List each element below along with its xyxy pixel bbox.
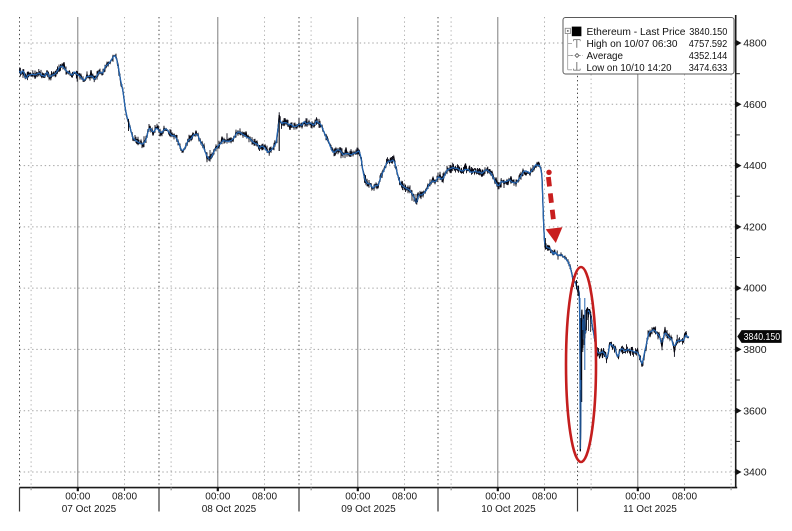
svg-text:00:00: 00:00 [625, 492, 650, 503]
svg-text:00:00: 00:00 [205, 492, 230, 503]
svg-text:4600: 4600 [743, 99, 767, 111]
svg-text:08:00: 08:00 [252, 492, 277, 503]
svg-text:3840.150: 3840.150 [689, 26, 727, 38]
svg-text:Average: Average [587, 50, 624, 62]
svg-text:08:00: 08:00 [532, 492, 557, 503]
svg-text:11 Oct 2025: 11 Oct 2025 [623, 504, 677, 515]
svg-text:4400: 4400 [743, 160, 767, 172]
svg-text:4800: 4800 [743, 38, 767, 50]
svg-text:Ethereum - Last Price: Ethereum - Last Price [587, 26, 686, 38]
svg-text:4757.592: 4757.592 [689, 38, 728, 50]
svg-text:3840.150: 3840.150 [744, 331, 781, 343]
svg-text:08:00: 08:00 [672, 492, 697, 503]
svg-text:High on 10/07 06:30: High on 10/07 06:30 [587, 38, 678, 50]
svg-text:3800: 3800 [743, 344, 767, 356]
svg-text:09 Oct 2025: 09 Oct 2025 [341, 504, 396, 515]
svg-text:08:00: 08:00 [112, 492, 137, 503]
svg-text:4000: 4000 [743, 283, 767, 295]
svg-text:3400: 3400 [743, 467, 767, 479]
svg-text:10 Oct 2025: 10 Oct 2025 [481, 504, 536, 515]
svg-text:3600: 3600 [743, 405, 767, 417]
svg-text:08 Oct 2025: 08 Oct 2025 [202, 504, 257, 515]
svg-text:00:00: 00:00 [65, 492, 90, 503]
svg-text:3474.633: 3474.633 [689, 62, 728, 74]
svg-text:4352.144: 4352.144 [689, 50, 728, 62]
svg-text:4200: 4200 [743, 222, 767, 234]
svg-text:07 Oct 2025: 07 Oct 2025 [62, 504, 117, 515]
svg-text:00:00: 00:00 [485, 492, 510, 503]
svg-text:Low on 10/10 14:20: Low on 10/10 14:20 [587, 62, 672, 74]
svg-text:00:00: 00:00 [345, 492, 370, 503]
svg-text:08:00: 08:00 [392, 492, 417, 503]
